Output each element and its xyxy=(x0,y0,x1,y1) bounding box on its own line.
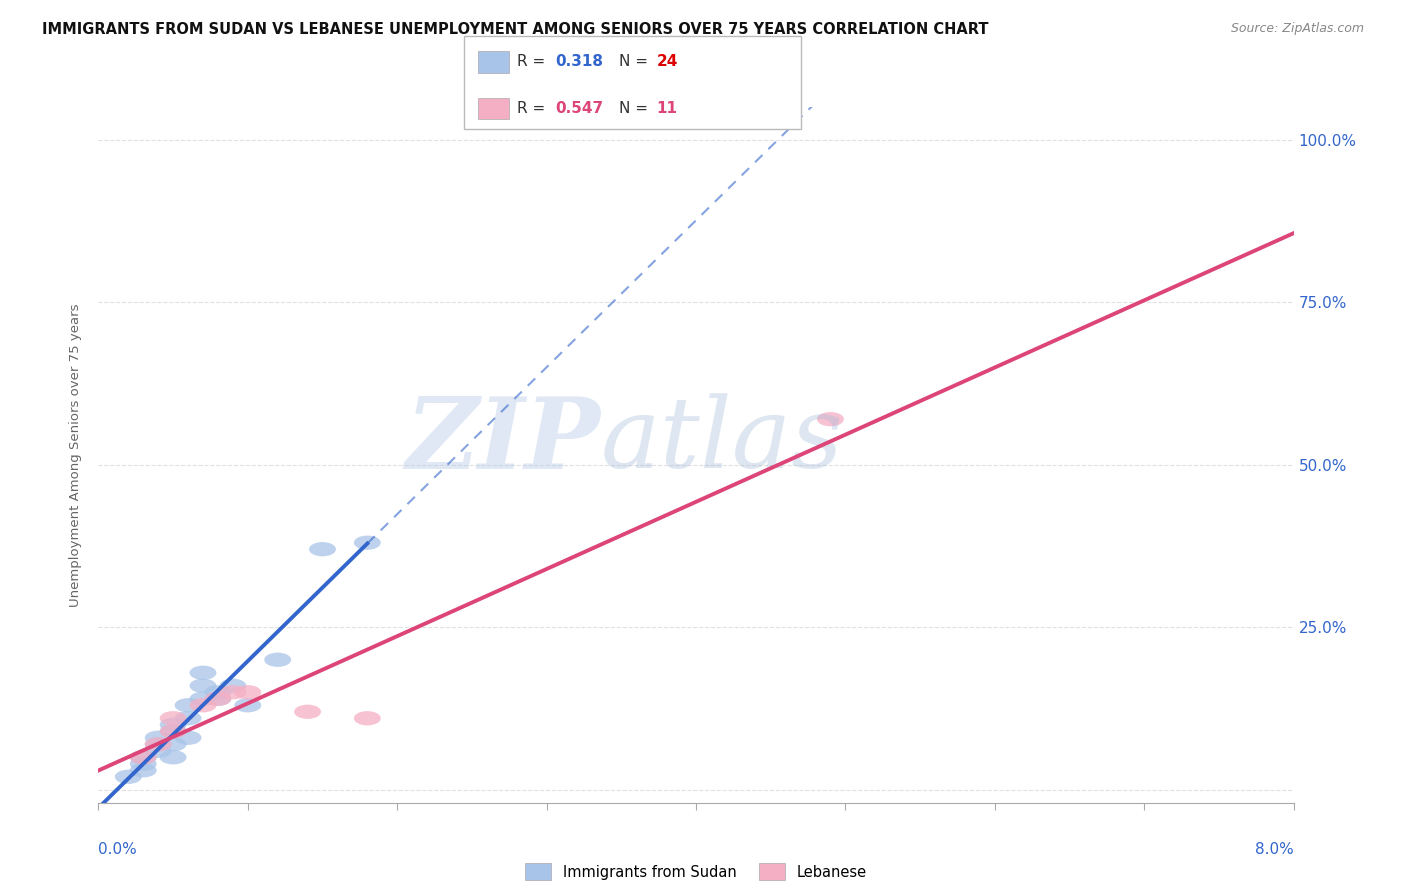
Ellipse shape xyxy=(235,698,262,713)
Ellipse shape xyxy=(129,750,156,764)
Text: 0.318: 0.318 xyxy=(555,54,603,70)
Legend: Immigrants from Sudan, Lebanese: Immigrants from Sudan, Lebanese xyxy=(519,857,873,886)
Ellipse shape xyxy=(129,756,156,771)
Ellipse shape xyxy=(204,691,232,706)
Ellipse shape xyxy=(235,685,262,699)
Ellipse shape xyxy=(115,770,142,784)
Ellipse shape xyxy=(174,711,201,725)
Text: ZIP: ZIP xyxy=(405,392,600,489)
Ellipse shape xyxy=(160,737,187,751)
Ellipse shape xyxy=(160,750,187,764)
Ellipse shape xyxy=(817,412,844,426)
Text: 0.547: 0.547 xyxy=(555,101,603,116)
Ellipse shape xyxy=(129,764,156,778)
Ellipse shape xyxy=(204,685,232,699)
Ellipse shape xyxy=(354,535,381,549)
Ellipse shape xyxy=(160,711,187,725)
Ellipse shape xyxy=(145,737,172,751)
Ellipse shape xyxy=(219,679,246,693)
Ellipse shape xyxy=(204,691,232,706)
Ellipse shape xyxy=(190,665,217,680)
Ellipse shape xyxy=(145,744,172,758)
Text: 0.0%: 0.0% xyxy=(98,842,138,857)
Text: R =: R = xyxy=(517,54,551,70)
Text: IMMIGRANTS FROM SUDAN VS LEBANESE UNEMPLOYMENT AMONG SENIORS OVER 75 YEARS CORRE: IMMIGRANTS FROM SUDAN VS LEBANESE UNEMPL… xyxy=(42,22,988,37)
Ellipse shape xyxy=(160,724,187,739)
Text: 8.0%: 8.0% xyxy=(1254,842,1294,857)
Ellipse shape xyxy=(190,691,217,706)
Ellipse shape xyxy=(160,718,187,732)
Ellipse shape xyxy=(145,731,172,745)
Text: atlas: atlas xyxy=(600,393,844,489)
Ellipse shape xyxy=(219,685,246,699)
Text: 24: 24 xyxy=(657,54,678,70)
Ellipse shape xyxy=(309,542,336,557)
Text: Source: ZipAtlas.com: Source: ZipAtlas.com xyxy=(1230,22,1364,36)
Ellipse shape xyxy=(145,737,172,751)
Ellipse shape xyxy=(264,653,291,667)
Ellipse shape xyxy=(174,731,201,745)
Ellipse shape xyxy=(190,698,217,713)
Text: R =: R = xyxy=(517,101,551,116)
Text: 11: 11 xyxy=(657,101,678,116)
Y-axis label: Unemployment Among Seniors over 75 years: Unemployment Among Seniors over 75 years xyxy=(69,303,83,607)
Ellipse shape xyxy=(160,724,187,739)
Ellipse shape xyxy=(354,711,381,725)
Text: N =: N = xyxy=(619,54,652,70)
Ellipse shape xyxy=(294,705,321,719)
Ellipse shape xyxy=(174,698,201,713)
Ellipse shape xyxy=(190,679,217,693)
Ellipse shape xyxy=(129,750,156,764)
Text: N =: N = xyxy=(619,101,652,116)
